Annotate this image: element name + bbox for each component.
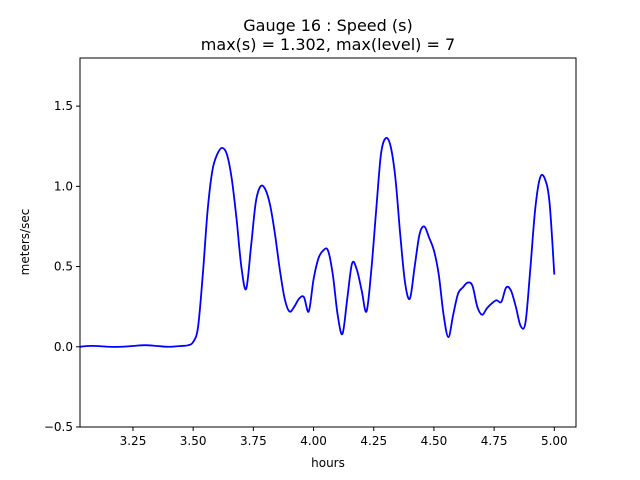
y-tick-label: 0.5: [54, 260, 73, 274]
y-tick-label: −0.5: [44, 420, 73, 434]
y-tick-label: 1.5: [54, 99, 73, 113]
x-tick-label: 3.50: [180, 434, 207, 448]
ticks-layer: 3.25 3.50 3.75 4.00 4.25 4.50 4.75 5.00 −0.5 0.0 0…: [44, 99, 568, 448]
x-tick-label: 4.50: [421, 434, 448, 448]
x-tick-label: 3.75: [240, 434, 267, 448]
x-tick-label: 4.25: [360, 434, 387, 448]
speed-series-line: [79, 137, 556, 348]
x-tick-label: 3.25: [120, 434, 147, 448]
y-tick-label: 1.0: [54, 179, 73, 193]
x-tick-label: 5.00: [541, 434, 568, 448]
chart-title: Gauge 16 : Speed (s): [243, 16, 412, 35]
plot-area-frame: [79, 57, 577, 428]
x-tick-label: 4.75: [481, 434, 508, 448]
y-tick-label: 0.0: [54, 340, 73, 354]
y-axis-label: meters/sec: [18, 209, 32, 276]
x-tick-label: 4.00: [300, 434, 327, 448]
chart-subtitle: max(s) = 1.302, max(level) = 7: [201, 35, 455, 54]
x-axis-label: hours: [311, 456, 345, 470]
